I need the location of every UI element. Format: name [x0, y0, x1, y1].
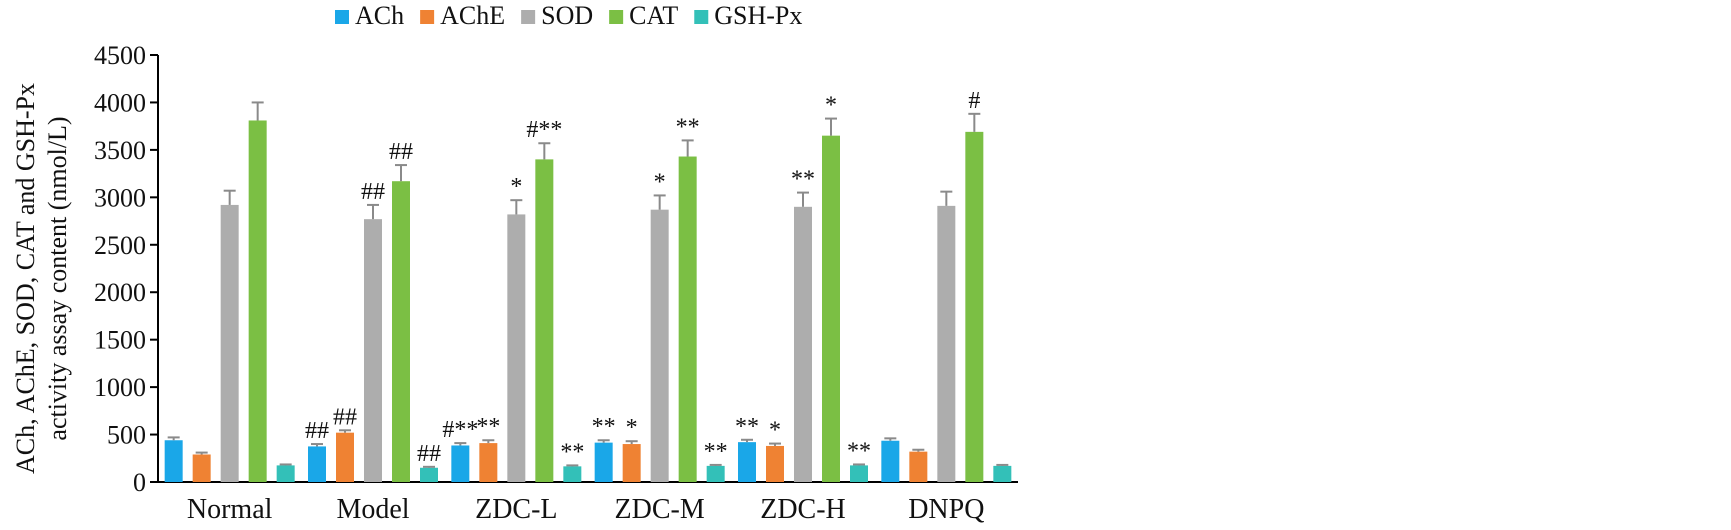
legend: ACh AChE SOD CAT GSH-Px	[335, 1, 802, 30]
bar	[276, 465, 295, 482]
y-tick-label: 3500	[94, 136, 146, 165]
significance-mark: **	[592, 414, 616, 440]
bar	[622, 444, 641, 482]
bar	[392, 181, 410, 483]
legend-swatch	[521, 10, 536, 24]
significance-mark: *	[825, 93, 837, 119]
legend-swatch	[694, 10, 709, 24]
bar	[706, 465, 725, 482]
x-tick-label: Model	[336, 494, 409, 525]
y-tick-label: 4500	[94, 41, 146, 70]
y-tick-label: 1000	[94, 373, 146, 402]
significance-mark: #**	[442, 417, 478, 443]
significance-mark: **	[791, 167, 815, 193]
bar	[336, 432, 354, 482]
bar	[993, 465, 1012, 482]
bar	[650, 209, 669, 482]
significance-mark: **	[704, 439, 728, 465]
y-tick-label: 4000	[94, 88, 146, 117]
significance-mark: **	[735, 414, 759, 440]
bar	[563, 466, 582, 482]
significance-annotations: ## #** ** **## ** * *## * * **###** *** ### ** ** **	[305, 88, 980, 467]
bar	[451, 445, 470, 482]
bar	[507, 214, 526, 482]
legend-label: ACh	[355, 1, 404, 30]
bar	[420, 467, 438, 482]
legend-label: GSH-Px	[714, 1, 802, 30]
x-tick-label: ZDC-H	[760, 494, 846, 525]
significance-mark: **	[560, 439, 584, 465]
bar	[822, 135, 840, 482]
legend-swatch	[420, 10, 435, 24]
bar	[535, 159, 554, 482]
bar	[192, 454, 211, 482]
significance-mark: #	[968, 88, 980, 114]
bar	[678, 156, 697, 482]
significance-mark: ##	[333, 404, 357, 430]
bar	[364, 219, 382, 482]
significance-mark: *	[654, 169, 666, 195]
significance-mark: **	[676, 114, 700, 140]
bar	[220, 204, 239, 482]
bar	[965, 131, 984, 483]
y-tick-label: 1500	[94, 326, 146, 355]
y-tick-label: 2500	[94, 231, 146, 260]
y-tick-label: 2000	[94, 278, 146, 307]
bar	[766, 445, 784, 482]
bar	[909, 451, 928, 482]
significance-mark: *	[626, 415, 638, 441]
significance-mark: ##	[361, 179, 385, 205]
significance-mark: *	[510, 174, 522, 200]
y-axis-title-line: ACh, AChE, SOD, CAT and GSH-Px	[11, 83, 40, 474]
significance-mark: *	[769, 418, 781, 444]
y-tick-label: 3000	[94, 183, 146, 212]
bars	[164, 101, 1012, 483]
x-tick-label: Normal	[187, 494, 273, 525]
bar	[479, 443, 498, 482]
significance-mark: **	[847, 438, 871, 464]
bar	[248, 120, 267, 483]
legend-label: SOD	[541, 1, 593, 30]
significance-mark: ##	[305, 418, 329, 444]
significance-mark: **	[476, 414, 500, 440]
bar	[794, 206, 812, 483]
legend-swatch	[335, 10, 349, 24]
x-tick-label: ZDC-M	[615, 494, 705, 525]
x-tick-label: DNPQ	[908, 494, 984, 525]
legend-swatch	[609, 10, 624, 24]
bar	[594, 442, 613, 482]
bar	[881, 440, 900, 482]
bar	[937, 205, 956, 482]
y-axis-title: ACh, AChE, SOD, CAT and GSH-Px activity a…	[11, 83, 72, 474]
bar	[850, 465, 868, 482]
y-axis-title-line: activity assay content (nmol/L)	[43, 116, 72, 440]
legend-label: AChE	[440, 1, 505, 30]
significance-mark: ##	[417, 441, 441, 467]
bar	[164, 440, 183, 482]
significance-mark: ##	[389, 139, 413, 165]
axes: 0 500 1000 1500 2000 2500 3000 3500 4000 4500 Norm…	[94, 41, 1018, 525]
legend-label: CAT	[629, 1, 678, 30]
x-tick-label: ZDC-L	[475, 494, 557, 525]
bar	[308, 446, 326, 482]
y-tick-label: 0	[133, 468, 146, 497]
y-tick-label: 500	[107, 421, 146, 450]
bar	[738, 442, 756, 482]
significance-mark: #**	[526, 117, 562, 143]
